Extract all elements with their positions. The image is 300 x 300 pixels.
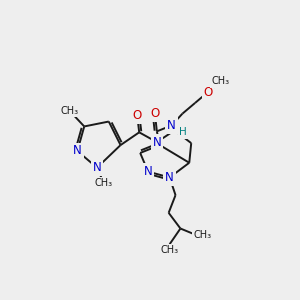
Text: O: O xyxy=(133,109,142,122)
Text: N: N xyxy=(93,161,101,174)
Text: CH₃: CH₃ xyxy=(212,76,230,86)
Text: CH₃: CH₃ xyxy=(194,230,212,240)
Text: O: O xyxy=(150,107,160,120)
Text: H: H xyxy=(179,127,187,137)
Text: CH₃: CH₃ xyxy=(160,245,179,255)
Text: CH₃: CH₃ xyxy=(95,178,113,188)
Text: N: N xyxy=(152,136,161,148)
Text: O: O xyxy=(203,85,212,99)
Text: N: N xyxy=(73,145,82,158)
Text: CH₃: CH₃ xyxy=(61,106,79,116)
Text: N: N xyxy=(165,171,174,184)
Text: N: N xyxy=(167,119,176,132)
Text: N: N xyxy=(144,165,152,178)
